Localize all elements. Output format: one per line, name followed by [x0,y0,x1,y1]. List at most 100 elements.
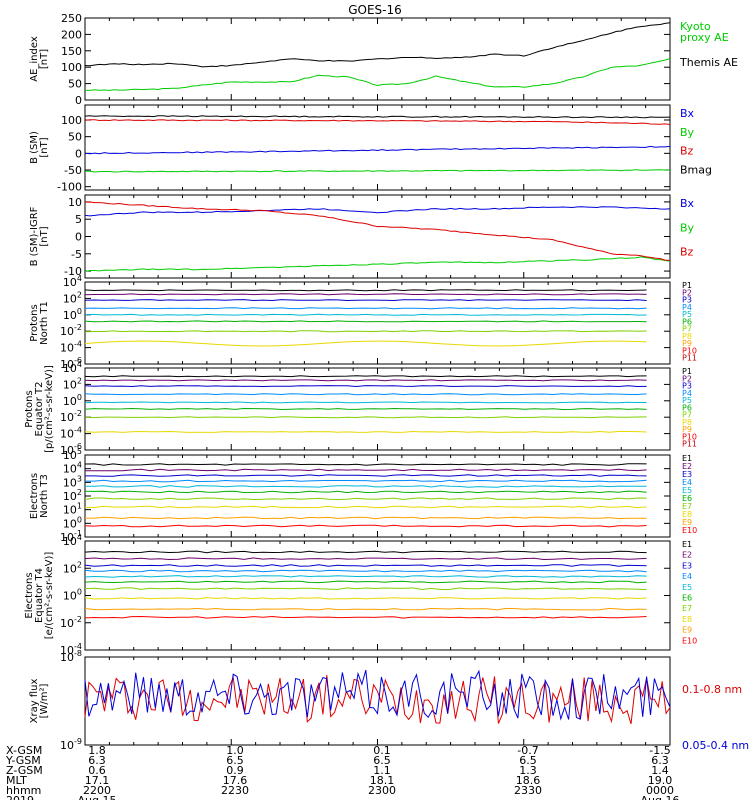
channel-line-p2 [84,379,647,382]
y-axis-label-line: Protons [29,304,40,341]
y-axis-label-line: [nT] [39,137,50,157]
y-tick-label: 102 [63,560,82,575]
channel-label-p2: P2 [682,374,692,383]
channel-line-e4 [85,479,647,483]
panel-ae: 0 50 100 150 200 250 AE_index[nT] Kyoto proxy AE… [29,12,738,107]
channel-line-e9 [84,607,647,611]
y-tick-label: 104 [63,360,82,375]
y-axis-label-line: Electrons [29,473,40,519]
channel-line-p7 [84,330,647,333]
series-line-bz [84,201,671,261]
channel-label-p5: P5 [682,396,692,405]
legend-entry-line: Bx [680,107,695,120]
channel-line-e6 [84,490,647,494]
y-tick-label: 150 [61,45,82,58]
y-axis-label-line: B (SM) [29,131,40,164]
footer-row-label: 2019 [6,794,34,800]
series-line-kyoto [84,58,671,91]
y-tick-label: 50 [68,131,82,144]
y-axis-label: B (SM)-IGRF[nT] [29,206,50,266]
channel-label-p8: P8 [682,418,692,427]
footer-row-label: MLT [6,774,27,787]
channel-label-p6: P6 [682,403,692,412]
channel-label-e10: E10 [682,636,697,645]
channel-line-e10 [84,524,647,528]
footer-value: 1.3 [519,764,537,777]
channel-label-p10: P10 [682,432,697,441]
channel-line-e8 [84,505,647,509]
channel-label-p11: P11 [682,440,697,449]
channel-line-p1 [84,375,647,378]
channel-label-e7: E7 [682,502,692,511]
y-tick-label: -5 [71,248,82,261]
legend-entry: By [680,126,695,139]
channel-line-p6 [84,407,647,411]
y-tick-label: 0 [75,147,82,160]
footer-value: 6.5 [373,754,391,767]
channel-line-p8 [84,340,647,347]
channel-label-p7: P7 [682,325,692,334]
y-tick-label: 100 [63,307,82,322]
y-axis-label-line: [nT] [39,49,50,69]
channel-line-p4 [84,307,647,310]
y-axis-label-line: Electrons [24,572,35,618]
y-axis-label: ProtonsEquator T2[p/(cm²-s-sr-keV)] [24,365,55,453]
channel-label-e8: E8 [682,510,692,519]
channel-line-e3 [85,474,647,477]
footer-value: 6.5 [519,754,537,767]
channel-line-e5 [84,485,647,488]
channel-label-e3: E3 [682,561,692,570]
channel-label-p6: P6 [682,317,692,326]
channel-line-p3 [84,385,647,388]
y-tick-label: 104 [63,533,82,548]
panel-frame [84,540,671,651]
legend-entry-line: Themis AE [679,56,738,69]
panel-frame [84,454,671,538]
series-line-bx [84,145,671,155]
channel-line-p1 [84,289,647,292]
legend-entry-line: Bz [680,246,694,259]
y-axis-label: ElectronsNorth T3 [29,473,50,519]
legend-entry: Bmag [680,163,712,176]
footer-row-label: Z-GSM [6,764,43,777]
channel-label-e9: E9 [682,518,692,527]
channel-label-p9: P9 [682,339,692,348]
footer-value: 6.3 [88,754,106,767]
series-line-bmag [84,115,671,119]
legend-entry: Bz [680,246,694,259]
channel-label-e2: E2 [682,551,692,560]
channel-line-e1 [84,550,647,554]
y-tick-label: 5 [75,213,82,226]
y-tick-label: 250 [61,12,82,25]
legend-entry: Bx [680,197,695,210]
legend-entry: Themis AE [679,56,738,69]
y-axis-label-line: Equator T4 [34,568,45,623]
channel-label-p3: P3 [682,382,692,391]
legend-entry-line: proxy AE [680,31,729,44]
footer-value: 0.1 [373,744,391,757]
footer-value: 1.1 [373,764,391,777]
y-axis-label: ElectronsEquator T4[e/(cm²-s-sr-keV)] [24,552,55,640]
channel-label-p4: P4 [682,389,692,398]
legend-entry-line: By [680,221,695,234]
legend-entry-line: Bz [680,145,694,158]
channel-line-e4 [84,569,647,573]
channel-label-p11: P11 [682,354,697,363]
channel-line-e3 [84,564,647,567]
y-tick-label: 100 [63,588,82,603]
footer-value: 1.0 [226,744,244,757]
channel-line-p3 [84,299,647,302]
y-tick-label: 102 [63,376,82,391]
y-axis-label-line: Protons [24,390,35,427]
y-tick-label: 10-4 [60,340,82,355]
footer-value: Aug 16 [641,794,680,800]
series-line-themis-ae [84,22,671,68]
series-line-by [84,169,670,173]
panel-xray: 10-8 10-9 Xray flux[W/m²] 0.1-0.8 nm 0.05-0.… [29,649,749,752]
channel-label-p1: P1 [682,367,692,376]
y-axis-label-line: [e/(cm²-s-sr-keV)] [44,552,55,640]
y-axis-label: ProtonsNorth T1 [29,301,50,345]
